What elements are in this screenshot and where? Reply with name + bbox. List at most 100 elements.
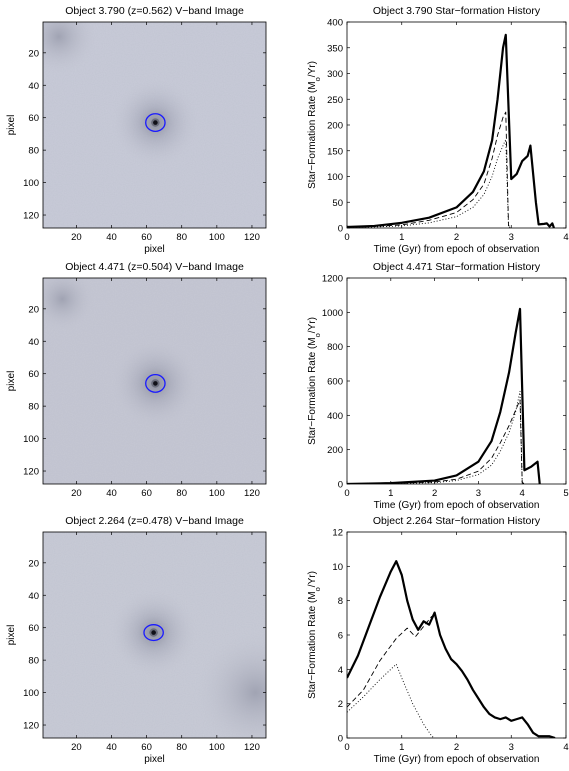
x-tick-label: 40 (106, 232, 117, 243)
x-tick-label: 3 (476, 488, 481, 499)
y-tick-label: 100 (23, 688, 39, 699)
sfh-series-dashed (347, 111, 512, 228)
y-tick-label: 350 (327, 43, 343, 54)
y-tick-label: 400 (327, 18, 343, 29)
sfh-ylabel: Star−Formation Rate (Mo/Yr) (307, 61, 322, 189)
y-tick-label: 200 (327, 121, 343, 132)
vband-image-panel: Object 4.471 (z=0.504) V−band Image 20 40 6… (6, 261, 267, 499)
x-tick-label: 2 (454, 742, 459, 753)
image-frame (42, 277, 267, 485)
y-tick-label: 250 (327, 95, 343, 106)
sfh-ylabel: Star−Formation Rate (Mo/Yr) (307, 317, 322, 445)
galaxy-core (153, 120, 158, 125)
x-tick-label: 60 (141, 488, 152, 499)
sfh-series-group (347, 560, 556, 738)
sfh-frame (346, 21, 567, 229)
sfh-ylabel: Star−Formation Rate (Mo/Yr) (307, 571, 322, 699)
x-tick-label: 1 (399, 742, 404, 753)
sfh-series-dashed (347, 615, 433, 708)
y-tick-label: 300 (327, 69, 343, 80)
y-tick-label: 2 (338, 699, 343, 710)
image-xlabel: pixel (144, 754, 165, 765)
sfh-xlabel: Time (Gyr) from epoch of observation (374, 500, 540, 511)
y-tick-label: 120 (23, 467, 39, 478)
sfh-title: Object 3.790 Star−formation History (373, 5, 541, 17)
x-tick-label: 60 (141, 742, 152, 753)
y-tick-label: 100 (23, 434, 39, 445)
y-tick-label: 600 (327, 377, 343, 388)
y-tick-label: 20 (28, 48, 39, 59)
y-tick-label: 12 (332, 528, 343, 539)
x-tick-label: 0 (344, 488, 349, 499)
sfh-xlabel: Time (Gyr) from epoch of observation (374, 754, 540, 765)
source-ellipse (145, 374, 166, 393)
sfh-series-dotted (347, 663, 435, 738)
image-ylabel: pixel (6, 371, 17, 392)
sfh-series-group (347, 307, 541, 484)
y-tick-label: 10 (332, 562, 343, 573)
y-tick-label: 8 (338, 596, 343, 607)
y-tick-label: 1000 (322, 308, 343, 319)
y-tick-label: 120 (23, 721, 39, 732)
source-ellipse (145, 113, 166, 132)
x-tick-label: 120 (244, 742, 260, 753)
y-tick-label: 60 (28, 113, 39, 124)
y-tick-label: 800 (327, 342, 343, 353)
sfh-series-solid (347, 307, 541, 484)
sfh-title: Object 4.471 Star−formation History (373, 261, 541, 273)
y-tick-label: 40 (28, 81, 39, 92)
y-tick-label: 4 (338, 665, 343, 676)
x-tick-label: 4 (563, 742, 568, 753)
x-tick-label: 2 (432, 488, 437, 499)
y-tick-label: 400 (327, 411, 343, 422)
x-tick-label: 20 (71, 488, 82, 499)
x-tick-label: 120 (244, 488, 260, 499)
y-tick-label: 150 (327, 146, 343, 157)
y-tick-label: 0 (338, 734, 343, 745)
sfh-series-group (347, 33, 555, 228)
x-tick-label: 0 (344, 742, 349, 753)
y-tick-label: 40 (28, 337, 39, 348)
x-tick-label: 1 (388, 488, 393, 499)
image-xlabel: pixel (144, 244, 165, 255)
sfh-chart: Object 4.471 Star−formation History 0 1 2 3 4… (307, 261, 569, 511)
x-tick-label: 0 (344, 232, 349, 243)
y-tick-label: 80 (28, 402, 39, 413)
y-tick-label: 40 (28, 591, 39, 602)
image-title: Object 3.790 (z=0.562) V−band Image (65, 5, 244, 17)
x-tick-label: 80 (176, 232, 187, 243)
y-tick-label: 6 (338, 631, 343, 642)
x-tick-label: 100 (209, 742, 225, 753)
x-tick-label: 1 (399, 232, 404, 243)
sfh-title: Object 2.264 Star−formation History (373, 515, 541, 527)
sfh-series-solid (347, 560, 556, 738)
x-tick-label: 40 (106, 488, 117, 499)
y-tick-label: 0 (338, 480, 343, 491)
y-tick-label: 20 (28, 558, 39, 569)
x-tick-label: 4 (563, 232, 568, 243)
x-tick-label: 120 (244, 232, 260, 243)
sfh-series-dotted (347, 390, 525, 484)
sfh-xlabel: Time (Gyr) from epoch of observation (374, 244, 540, 255)
y-tick-label: 60 (28, 369, 39, 380)
neighbor-source (193, 630, 266, 738)
image-title: Object 4.471 (z=0.504) V−band Image (65, 261, 244, 273)
x-tick-label: 2 (454, 232, 459, 243)
image-title: Object 2.264 (z=0.478) V−band Image (65, 515, 244, 527)
y-tick-label: 1200 (322, 274, 343, 285)
vband-image-panel: Object 2.264 (z=0.478) V−band Image 20 40 6… (6, 515, 267, 765)
image-ylabel: pixel (6, 115, 17, 136)
image-pixels (43, 22, 266, 228)
x-tick-label: 60 (141, 232, 152, 243)
x-tick-label: 100 (209, 232, 225, 243)
x-tick-label: 80 (176, 488, 187, 499)
y-tick-label: 120 (23, 211, 39, 222)
x-tick-label: 5 (563, 488, 568, 499)
image-ylabel: pixel (6, 625, 17, 646)
x-tick-label: 80 (176, 742, 187, 753)
